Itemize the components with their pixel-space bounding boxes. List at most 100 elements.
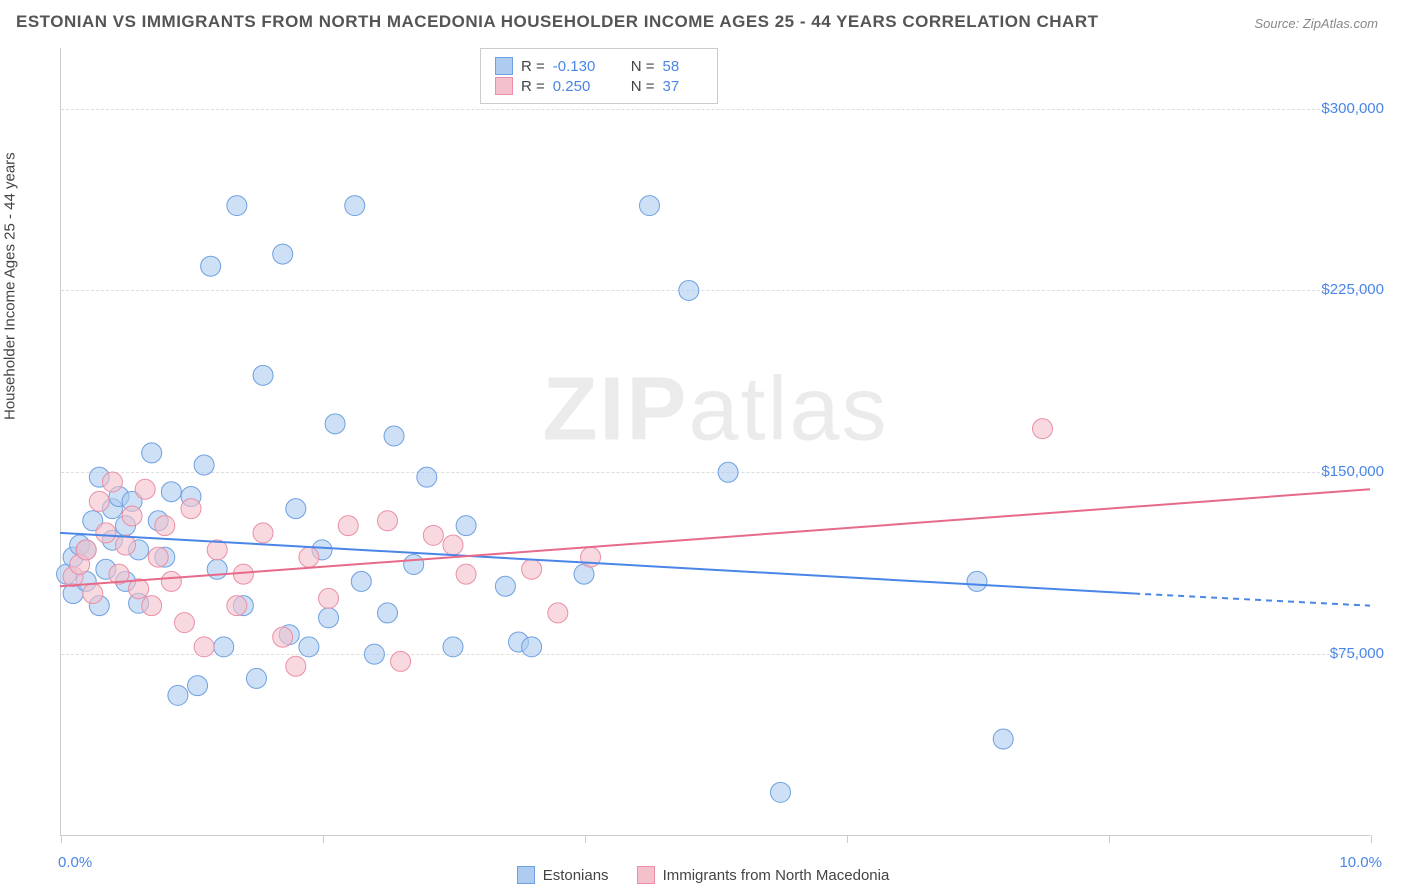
data-point bbox=[548, 603, 568, 623]
legend-item-immigrants: Immigrants from North Macedonia bbox=[637, 866, 890, 884]
data-point bbox=[122, 506, 142, 526]
data-point bbox=[89, 491, 109, 511]
legend-label: Immigrants from North Macedonia bbox=[663, 867, 890, 884]
data-point bbox=[253, 365, 273, 385]
data-point bbox=[391, 651, 411, 671]
legend-n-value-1: 37 bbox=[663, 78, 703, 95]
data-point bbox=[299, 637, 319, 657]
data-point bbox=[207, 559, 227, 579]
data-point bbox=[194, 455, 214, 475]
data-point bbox=[443, 535, 463, 555]
swatch-immigrants bbox=[637, 866, 655, 884]
x-tick bbox=[1109, 835, 1110, 843]
data-point bbox=[174, 613, 194, 633]
data-point bbox=[76, 540, 96, 560]
data-point bbox=[423, 525, 443, 545]
data-point bbox=[351, 571, 371, 591]
legend-n-value-0: 58 bbox=[663, 58, 703, 75]
y-axis-label: Householder Income Ages 25 - 44 years bbox=[2, 152, 19, 420]
legend-r-label: R = bbox=[521, 58, 545, 75]
data-point bbox=[325, 414, 345, 434]
data-point bbox=[214, 637, 234, 657]
data-point bbox=[201, 256, 221, 276]
x-tick bbox=[323, 835, 324, 843]
legend-n-label: N = bbox=[631, 78, 655, 95]
data-point bbox=[142, 443, 162, 463]
legend-n-label: N = bbox=[631, 58, 655, 75]
source-credit: Source: ZipAtlas.com bbox=[1254, 16, 1378, 31]
legend-r-value-1: 0.250 bbox=[553, 78, 623, 95]
data-point bbox=[227, 196, 247, 216]
x-tick bbox=[847, 835, 848, 843]
legend-row-estonians: R = -0.130 N = 58 bbox=[495, 57, 703, 75]
legend-series: Estonians Immigrants from North Macedoni… bbox=[0, 866, 1406, 884]
data-point bbox=[286, 499, 306, 519]
data-point bbox=[168, 685, 188, 705]
swatch-immigrants bbox=[495, 77, 513, 95]
data-point bbox=[253, 523, 273, 543]
data-point bbox=[135, 479, 155, 499]
data-point bbox=[1033, 419, 1053, 439]
data-point bbox=[456, 516, 476, 536]
legend-item-estonians: Estonians bbox=[517, 866, 609, 884]
data-point bbox=[417, 467, 437, 487]
data-point bbox=[286, 656, 306, 676]
y-tick-label: $225,000 bbox=[1321, 281, 1384, 298]
y-tick-label: $75,000 bbox=[1330, 645, 1384, 662]
data-point bbox=[456, 564, 476, 584]
data-point bbox=[148, 547, 168, 567]
x-tick bbox=[585, 835, 586, 843]
chart-svg bbox=[60, 48, 1370, 836]
data-point bbox=[378, 511, 398, 531]
data-point bbox=[718, 462, 738, 482]
data-point bbox=[319, 588, 339, 608]
data-point bbox=[384, 426, 404, 446]
legend-correlation: R = -0.130 N = 58 R = 0.250 N = 37 bbox=[480, 48, 718, 104]
swatch-estonians bbox=[517, 866, 535, 884]
data-point bbox=[273, 627, 293, 647]
data-point bbox=[83, 584, 103, 604]
data-point bbox=[247, 668, 267, 688]
data-point bbox=[188, 676, 208, 696]
data-point bbox=[155, 516, 175, 536]
data-point bbox=[116, 535, 136, 555]
swatch-estonians bbox=[495, 57, 513, 75]
data-point bbox=[102, 472, 122, 492]
data-point bbox=[522, 559, 542, 579]
data-point bbox=[771, 782, 791, 802]
legend-r-label: R = bbox=[521, 78, 545, 95]
legend-row-immigrants: R = 0.250 N = 37 bbox=[495, 77, 703, 95]
data-point bbox=[404, 554, 424, 574]
data-point bbox=[338, 516, 358, 536]
y-tick-label: $150,000 bbox=[1321, 463, 1384, 480]
data-point bbox=[96, 523, 116, 543]
regression-line-extrapolated bbox=[1134, 594, 1370, 606]
x-tick bbox=[1371, 835, 1372, 843]
data-point bbox=[364, 644, 384, 664]
data-point bbox=[273, 244, 293, 264]
legend-r-value-0: -0.130 bbox=[553, 58, 623, 75]
data-point bbox=[679, 280, 699, 300]
data-point bbox=[495, 576, 515, 596]
data-point bbox=[345, 196, 365, 216]
data-point bbox=[993, 729, 1013, 749]
data-point bbox=[142, 596, 162, 616]
x-tick bbox=[61, 835, 62, 843]
data-point bbox=[299, 547, 319, 567]
x-tick-label-right: 10.0% bbox=[1339, 854, 1382, 871]
data-point bbox=[522, 637, 542, 657]
data-point bbox=[181, 499, 201, 519]
data-point bbox=[194, 637, 214, 657]
data-point bbox=[967, 571, 987, 591]
data-point bbox=[443, 637, 463, 657]
y-tick-label: $300,000 bbox=[1321, 100, 1384, 117]
data-point bbox=[161, 482, 181, 502]
data-point bbox=[640, 196, 660, 216]
data-point bbox=[319, 608, 339, 628]
data-point bbox=[378, 603, 398, 623]
legend-label: Estonians bbox=[543, 867, 609, 884]
chart-title: ESTONIAN VS IMMIGRANTS FROM NORTH MACEDO… bbox=[16, 12, 1098, 32]
x-tick-label-left: 0.0% bbox=[58, 854, 92, 871]
data-point bbox=[161, 571, 181, 591]
data-point bbox=[227, 596, 247, 616]
